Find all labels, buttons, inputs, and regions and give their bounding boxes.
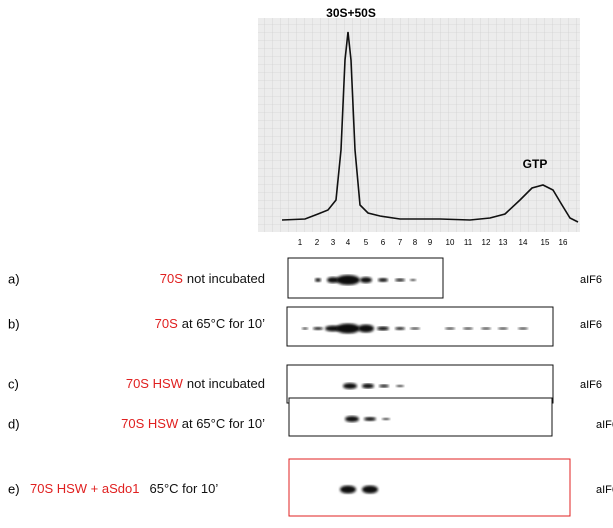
band [498,327,508,330]
blot-row: c) 70S HSW not incubated aIF6 [8,364,602,404]
fraction-number: 3 [331,238,336,247]
row-letter: a) [8,271,20,286]
chart-grid [258,18,580,232]
band [396,385,404,387]
sample-label: 70S not incubated [160,271,265,286]
condition: at 65°C for 10’ [182,316,265,331]
band [302,327,308,330]
blot-row: e) 70S HSW + aSdo1 65°C for 10’ aIF6 [8,458,613,517]
fraction-number: 16 [559,238,568,247]
band [343,383,357,389]
band [362,485,378,494]
row-letter: d) [8,416,20,431]
fractions: 1 2 3 4 5 6 7 8 9 10 11 12 13 14 15 16 [298,238,568,247]
fraction-number: 10 [446,238,455,247]
band [345,416,359,422]
sample-label: 70S at 65°C for 10’ [155,316,265,331]
condition: not incubated [187,271,265,286]
condition: 65°C for 10’ [149,481,218,496]
band [377,326,389,331]
fraction-number: 12 [482,238,491,247]
sample-name: 70S [155,316,178,331]
fraction-number: 13 [499,238,508,247]
blot-frame [288,458,571,517]
row-letter: c) [8,376,19,391]
blot-row: a) 70S not incubated aIF6 [8,257,602,299]
band [445,327,455,330]
band [336,275,360,285]
sample-name: 70S HSW + aSdo1 [30,481,139,496]
sample-label: 70S HSW + aSdo1 65°C for 10’ [30,481,218,496]
profile-trace [281,31,579,223]
antibody-label: aIF6 [580,274,602,286]
sample-label: 70S HSW at 65°C for 10’ [121,416,265,431]
sample-label: 70S HSW not incubated [126,376,265,391]
sample-name: 70S HSW [121,416,179,431]
row-letter: e) [8,481,20,496]
band [518,327,528,330]
peak-label: 30S+50S [326,6,376,20]
blot-row: b) 70S at 65°C for 10’ aIF6 [8,306,602,347]
fraction-number: 6 [381,238,386,247]
sample-name: 70S HSW [126,376,184,391]
band [410,327,420,330]
antibody-label: aIF6 [580,379,602,391]
antibody-label: aIF6 [580,319,602,331]
condition: not incubated [187,376,265,391]
blot-frame [286,306,554,347]
band [364,417,376,421]
antibody-label: aIF6 [596,419,613,431]
fraction-number: 4 [346,238,351,247]
band [379,384,389,388]
band [395,278,405,282]
fraction-number: 8 [413,238,418,247]
fraction-number: 7 [398,238,403,247]
band [362,383,374,389]
condition: at 65°C for 10’ [182,416,265,431]
sample-name: 70S [160,271,183,286]
band [340,485,356,494]
fraction-number: 11 [464,238,473,247]
fraction-number: 15 [541,238,550,247]
band [358,324,374,333]
band [463,327,473,330]
band [378,278,388,282]
band [481,327,491,330]
fraction-number: 14 [519,238,528,247]
blot-frame [286,364,554,404]
fraction-number: 9 [428,238,433,247]
blot-frame [288,397,553,437]
fraction-number: 1 [298,238,303,247]
band [382,418,390,420]
band [395,327,405,330]
band [313,327,323,330]
band [327,277,339,283]
band [336,323,360,334]
band [315,278,321,282]
fraction-number: 5 [364,238,369,247]
peak-label: GTP [523,157,548,171]
antibody-label: aIF6 [596,484,613,496]
band [410,279,416,281]
blots: a) 70S not incubated aIF6 b) 70S at 65°C for 1… [8,257,613,517]
fraction-number: 2 [315,238,320,247]
band [360,277,372,283]
row-letter: b) [8,316,20,331]
